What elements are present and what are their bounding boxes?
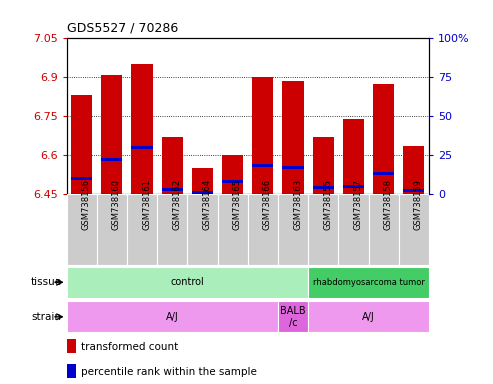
Bar xyxy=(217,194,247,265)
Bar xyxy=(162,188,183,191)
Bar xyxy=(373,172,394,175)
Text: GSM738159: GSM738159 xyxy=(414,179,423,230)
Bar xyxy=(248,194,278,265)
Text: percentile rank within the sample: percentile rank within the sample xyxy=(81,366,257,377)
Text: GSM738165: GSM738165 xyxy=(233,179,242,230)
Bar xyxy=(71,177,92,180)
Bar xyxy=(368,194,399,265)
Text: GSM738163: GSM738163 xyxy=(293,179,302,230)
Bar xyxy=(282,166,304,169)
Bar xyxy=(278,301,308,332)
Text: GSM738157: GSM738157 xyxy=(353,179,362,230)
Bar xyxy=(308,301,429,332)
Bar xyxy=(157,194,187,265)
Bar xyxy=(343,119,364,194)
Text: GDS5527 / 70286: GDS5527 / 70286 xyxy=(67,22,178,35)
Text: rhabdomyosarcoma tumor: rhabdomyosarcoma tumor xyxy=(313,278,424,287)
Bar xyxy=(71,96,92,194)
Text: GSM738158: GSM738158 xyxy=(384,179,392,230)
Text: strain: strain xyxy=(32,312,62,322)
Bar xyxy=(403,146,424,194)
Bar xyxy=(373,84,394,194)
Bar xyxy=(67,364,75,377)
Bar xyxy=(192,191,213,194)
Bar xyxy=(399,194,429,265)
Bar xyxy=(403,189,424,192)
Text: BALB
/c: BALB /c xyxy=(280,306,306,328)
Bar xyxy=(162,137,183,194)
Text: GSM738156: GSM738156 xyxy=(82,179,91,230)
Bar xyxy=(67,194,97,265)
Bar xyxy=(282,81,304,194)
Bar xyxy=(97,194,127,265)
Text: transformed count: transformed count xyxy=(81,341,178,352)
Bar xyxy=(67,301,278,332)
Bar xyxy=(67,267,308,298)
Bar xyxy=(101,158,122,161)
Bar xyxy=(67,339,75,353)
Bar xyxy=(343,185,364,188)
Bar xyxy=(313,137,334,194)
Bar xyxy=(313,186,334,189)
Text: A/J: A/J xyxy=(166,312,178,322)
Bar xyxy=(278,194,308,265)
Text: GSM738162: GSM738162 xyxy=(172,179,181,230)
Bar xyxy=(338,194,368,265)
Text: GSM738164: GSM738164 xyxy=(203,179,211,230)
Bar xyxy=(308,194,338,265)
Text: GSM738160: GSM738160 xyxy=(112,179,121,230)
Bar xyxy=(308,267,429,298)
Bar xyxy=(222,180,243,183)
Bar xyxy=(192,168,213,194)
Text: GSM738155: GSM738155 xyxy=(323,179,332,230)
Text: tissue: tissue xyxy=(31,277,62,287)
Bar xyxy=(222,155,243,194)
Bar xyxy=(101,74,122,194)
Text: A/J: A/J xyxy=(362,312,375,322)
Bar xyxy=(132,64,153,194)
Bar xyxy=(132,146,153,149)
Text: control: control xyxy=(171,277,204,287)
Bar xyxy=(252,164,274,167)
Bar xyxy=(252,77,274,194)
Text: GSM738166: GSM738166 xyxy=(263,179,272,230)
Text: GSM738161: GSM738161 xyxy=(142,179,151,230)
Bar xyxy=(127,194,157,265)
Bar xyxy=(187,194,217,265)
